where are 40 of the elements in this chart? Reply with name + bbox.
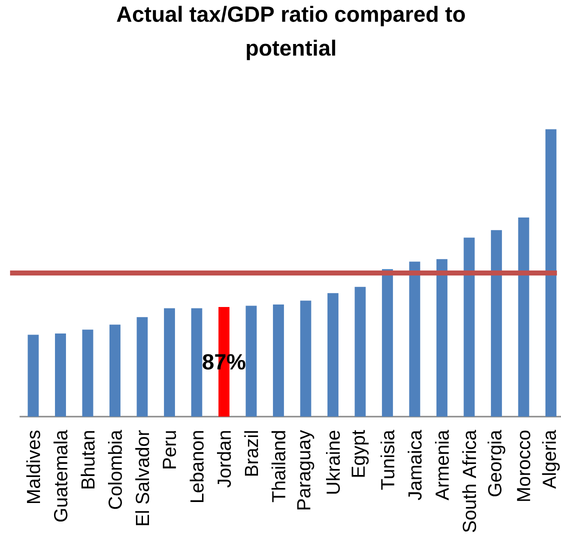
x-tick-label: Colombia	[108, 430, 122, 509]
x-tick-label: El Salvador	[135, 430, 150, 526]
chart-title: Actual tax/GDP ratio compared to potential	[116, 6, 465, 60]
bar	[136, 317, 148, 417]
bar	[191, 308, 202, 417]
x-tick-label: Bhutan	[80, 431, 95, 488]
bar	[436, 259, 448, 417]
bar	[300, 300, 312, 417]
x-tick-label: Guatemala	[54, 430, 68, 522]
bar	[382, 269, 393, 417]
x-tick-label: Tunisia	[380, 430, 394, 490]
x-tick-label: Thailand	[272, 431, 286, 502]
bar	[246, 306, 257, 417]
x-tick-label: Egypt	[352, 430, 369, 477]
x-tick-label: Armenia	[434, 430, 449, 500]
x-tick-label: South Africa	[462, 430, 476, 532]
x-tick-label: Peru	[162, 431, 176, 468]
bar	[464, 238, 475, 417]
bar	[545, 129, 556, 417]
bar	[164, 308, 175, 417]
bar	[109, 324, 120, 417]
bar	[518, 217, 530, 417]
bar	[490, 230, 502, 417]
x-tick-label: Morocco	[517, 430, 530, 501]
bar	[28, 334, 39, 417]
x-tick-label: Ukraine	[326, 430, 340, 494]
x-tick-label: Maldives	[26, 430, 40, 504]
x-tick-label: Lebanon	[190, 431, 204, 502]
bar	[327, 293, 338, 417]
x-tick-label: Georgia	[488, 430, 506, 496]
bar	[409, 262, 420, 417]
bar	[54, 333, 66, 417]
x-tick-label: Algeria	[542, 430, 560, 489]
x-tick-label: Jamaica	[408, 430, 422, 500]
bar	[354, 286, 366, 417]
x-tick-label: Brazil	[244, 431, 258, 476]
bar	[82, 330, 94, 417]
x-tick-label: Paraguay	[297, 430, 314, 510]
bar	[272, 304, 284, 417]
x-tick-label: Jordan	[217, 431, 231, 488]
